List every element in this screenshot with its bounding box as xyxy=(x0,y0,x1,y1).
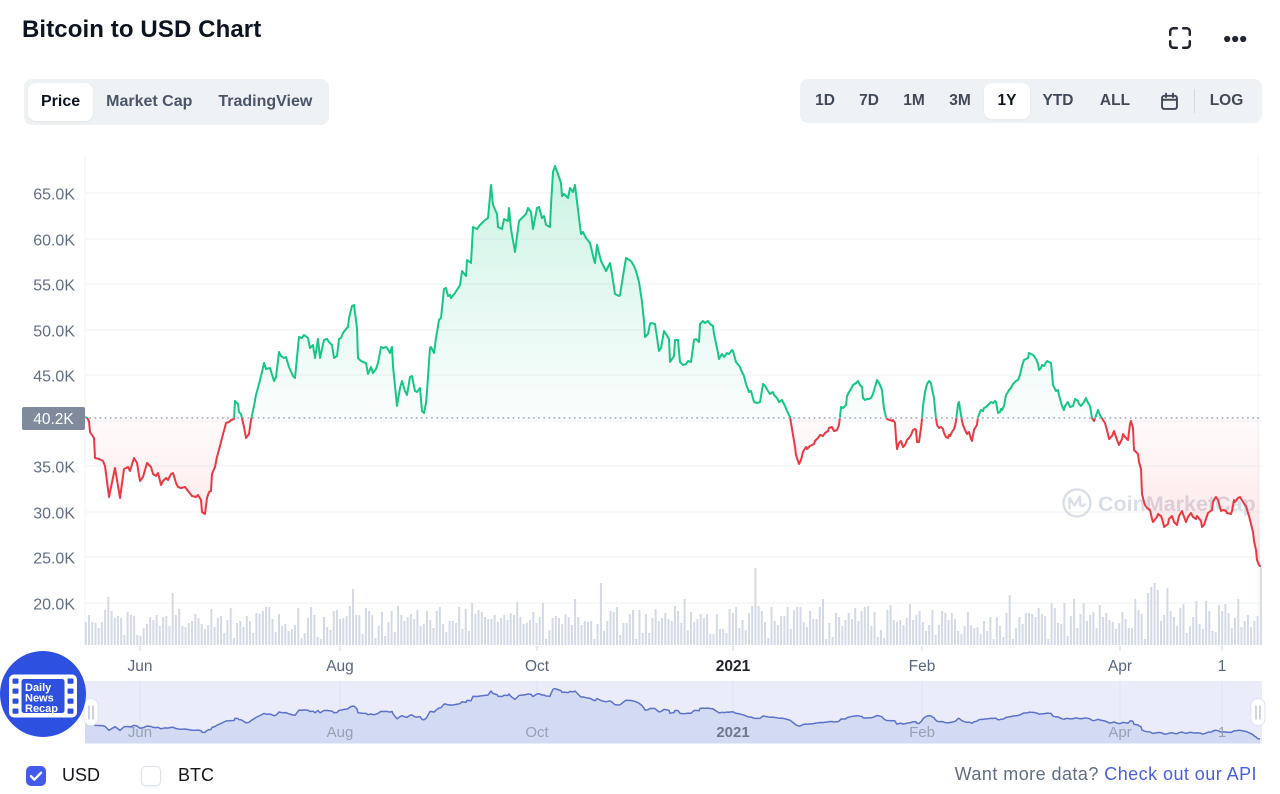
svg-text:1: 1 xyxy=(1218,658,1227,675)
svg-text:Jun: Jun xyxy=(128,658,153,675)
svg-text:Apr: Apr xyxy=(1108,658,1132,675)
svg-text:20.0K: 20.0K xyxy=(33,597,75,614)
svg-text:40.2K: 40.2K xyxy=(33,411,74,428)
svg-text:2021: 2021 xyxy=(716,658,751,675)
svg-text:Jun: Jun xyxy=(128,724,152,741)
svg-text:1: 1 xyxy=(1218,724,1226,741)
svg-text:Apr: Apr xyxy=(1108,724,1131,741)
svg-text:45.0K: 45.0K xyxy=(33,369,75,386)
svg-text:2021: 2021 xyxy=(716,724,749,741)
svg-text:News: News xyxy=(25,693,54,705)
svg-text:60.0K: 60.0K xyxy=(33,233,75,250)
svg-text:50.0K: 50.0K xyxy=(33,324,75,341)
svg-text:Oct: Oct xyxy=(525,724,549,741)
svg-text:30.0K: 30.0K xyxy=(33,506,75,523)
svg-text:Feb: Feb xyxy=(909,724,935,741)
svg-text:Recap: Recap xyxy=(25,703,58,715)
svg-text:Daily: Daily xyxy=(25,682,52,694)
svg-text:25.0K: 25.0K xyxy=(33,551,75,568)
svg-text:65.0K: 65.0K xyxy=(33,187,75,204)
svg-text:55.0K: 55.0K xyxy=(33,278,75,295)
svg-text:35.0K: 35.0K xyxy=(33,460,75,477)
svg-text:Feb: Feb xyxy=(909,658,936,675)
svg-text:Oct: Oct xyxy=(525,658,550,675)
svg-text:Aug: Aug xyxy=(326,658,354,675)
svg-text:Aug: Aug xyxy=(327,724,354,741)
